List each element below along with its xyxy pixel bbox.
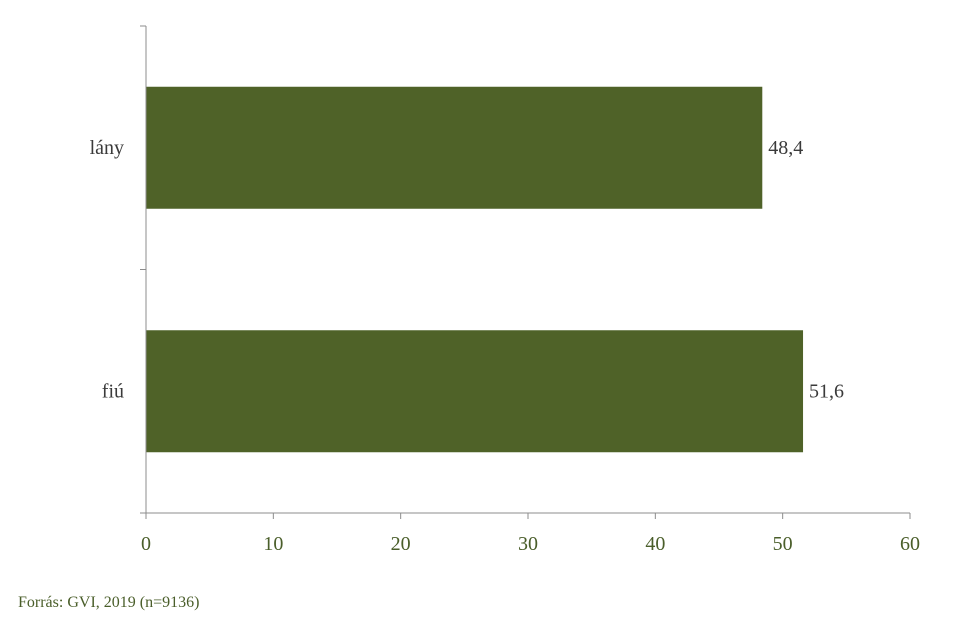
x-tick-label-4: 40 <box>645 533 665 555</box>
x-tick-label-2: 20 <box>391 533 411 555</box>
category-label-0: lány <box>90 137 124 159</box>
bar-1 <box>146 330 804 453</box>
x-tick-label-5: 50 <box>773 533 793 555</box>
axes-group <box>140 25 911 519</box>
source-note: Forrás: GVI, 2019 (n=9136) <box>18 594 200 611</box>
data-label-1: 51,6 <box>809 380 844 402</box>
bar-chart: lány 48,4 fiú 51,6 0 10 20 30 40 50 60 <box>90 25 920 555</box>
x-tick-label-3: 30 <box>518 533 538 555</box>
data-label-0: 48,4 <box>768 137 803 159</box>
category-label-1: fiú <box>102 380 124 402</box>
x-tick-label-1: 10 <box>263 533 283 555</box>
bars-group <box>146 86 804 453</box>
x-tick-label-0: 0 <box>141 533 151 555</box>
x-tick-label-6: 60 <box>900 533 920 555</box>
bar-0 <box>146 86 763 209</box>
labels-group: lány 48,4 fiú 51,6 0 10 20 30 40 50 60 <box>90 137 920 555</box>
